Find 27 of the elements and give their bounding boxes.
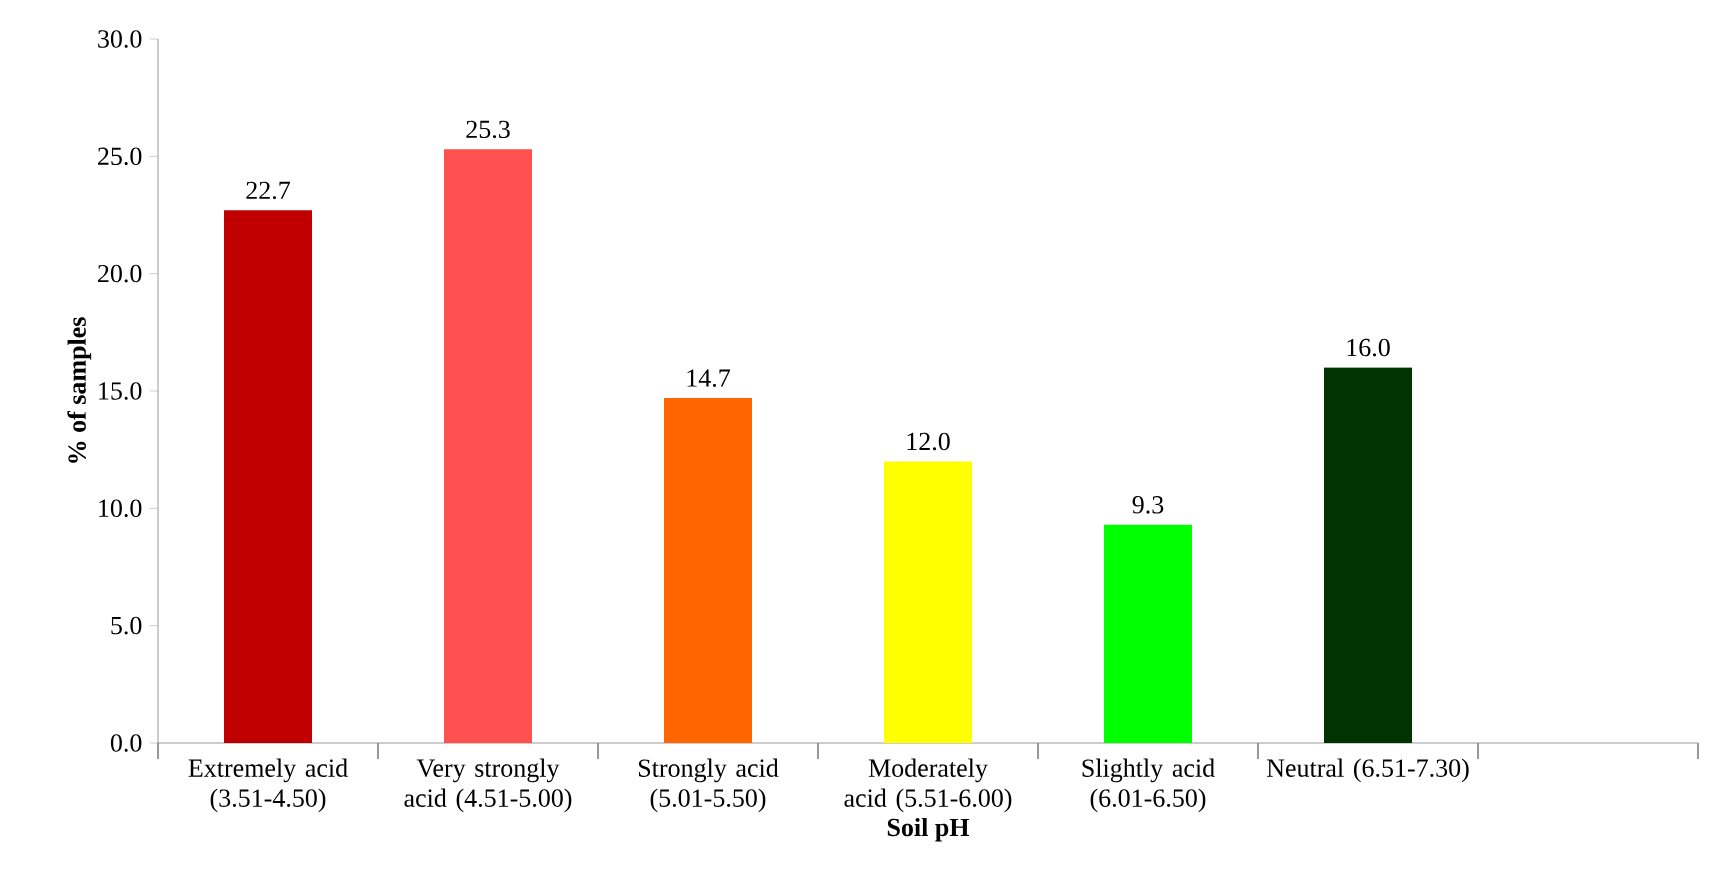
y-tick-label: 10.0 <box>99 499 142 518</box>
y-tick-label: 25.0 <box>98 147 142 166</box>
x-tick-label: Moderately acid (5.51-6.00) <box>844 758 1012 813</box>
y-tick-label: 5.0 <box>111 616 142 635</box>
data-label: 14.7 <box>687 369 731 387</box>
x-tick-label: Very strongly acid (4.51-5.00) <box>404 758 572 813</box>
bar <box>1324 367 1412 743</box>
bar <box>664 398 752 743</box>
x-tick-label: Strongly acid (5.01-5.50) <box>638 758 779 813</box>
data-label: 25.3 <box>466 120 510 139</box>
y-tick-label: 30.0 <box>98 30 142 48</box>
x-tick-label: Slightly acid (6.01-6.50) <box>1082 758 1215 813</box>
bar <box>444 149 532 743</box>
data-label: 22.7 <box>246 181 291 200</box>
x-tick-label: Neutral (6.51-7.30) <box>1266 758 1469 783</box>
bar <box>884 461 972 743</box>
x-tick-label: Extremely acid (3.51-4.50) <box>188 758 348 813</box>
bar <box>224 210 312 743</box>
data-label: 12.0 <box>907 432 950 451</box>
y-tick-label: 15.0 <box>99 382 142 400</box>
y-axis-title: % of samples <box>67 317 92 463</box>
x-axis-title: Soil pH <box>887 817 970 842</box>
y-tick-label: 0.0 <box>110 734 142 752</box>
data-label: 16.0 <box>1347 338 1390 357</box>
y-tick-label: 20.0 <box>98 264 142 283</box>
bar <box>1104 524 1192 743</box>
data-label: 9.3 <box>1132 496 1164 514</box>
